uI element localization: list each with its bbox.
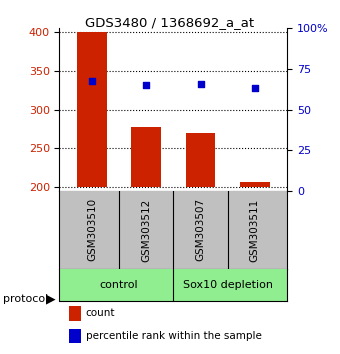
Text: percentile rank within the sample: percentile rank within the sample — [86, 331, 261, 341]
Text: GSM303511: GSM303511 — [250, 198, 260, 262]
Point — [143, 82, 149, 88]
Point — [198, 81, 203, 87]
Bar — [69, 329, 81, 343]
Bar — [69, 306, 81, 320]
Text: GDS3480 / 1368692_a_at: GDS3480 / 1368692_a_at — [85, 16, 255, 29]
Text: Sox10 depletion: Sox10 depletion — [183, 280, 273, 290]
Text: ▶: ▶ — [46, 293, 55, 306]
Text: GSM303507: GSM303507 — [195, 198, 205, 262]
Point — [252, 85, 257, 91]
Text: GSM303512: GSM303512 — [141, 198, 151, 262]
Point — [89, 78, 95, 84]
Text: control: control — [100, 280, 138, 290]
Text: GSM303510: GSM303510 — [87, 198, 97, 262]
Bar — [240, 182, 270, 187]
Bar — [77, 32, 107, 187]
Text: protocol: protocol — [3, 294, 49, 304]
Text: count: count — [86, 308, 115, 318]
Bar — [131, 127, 161, 187]
Bar — [186, 133, 216, 187]
